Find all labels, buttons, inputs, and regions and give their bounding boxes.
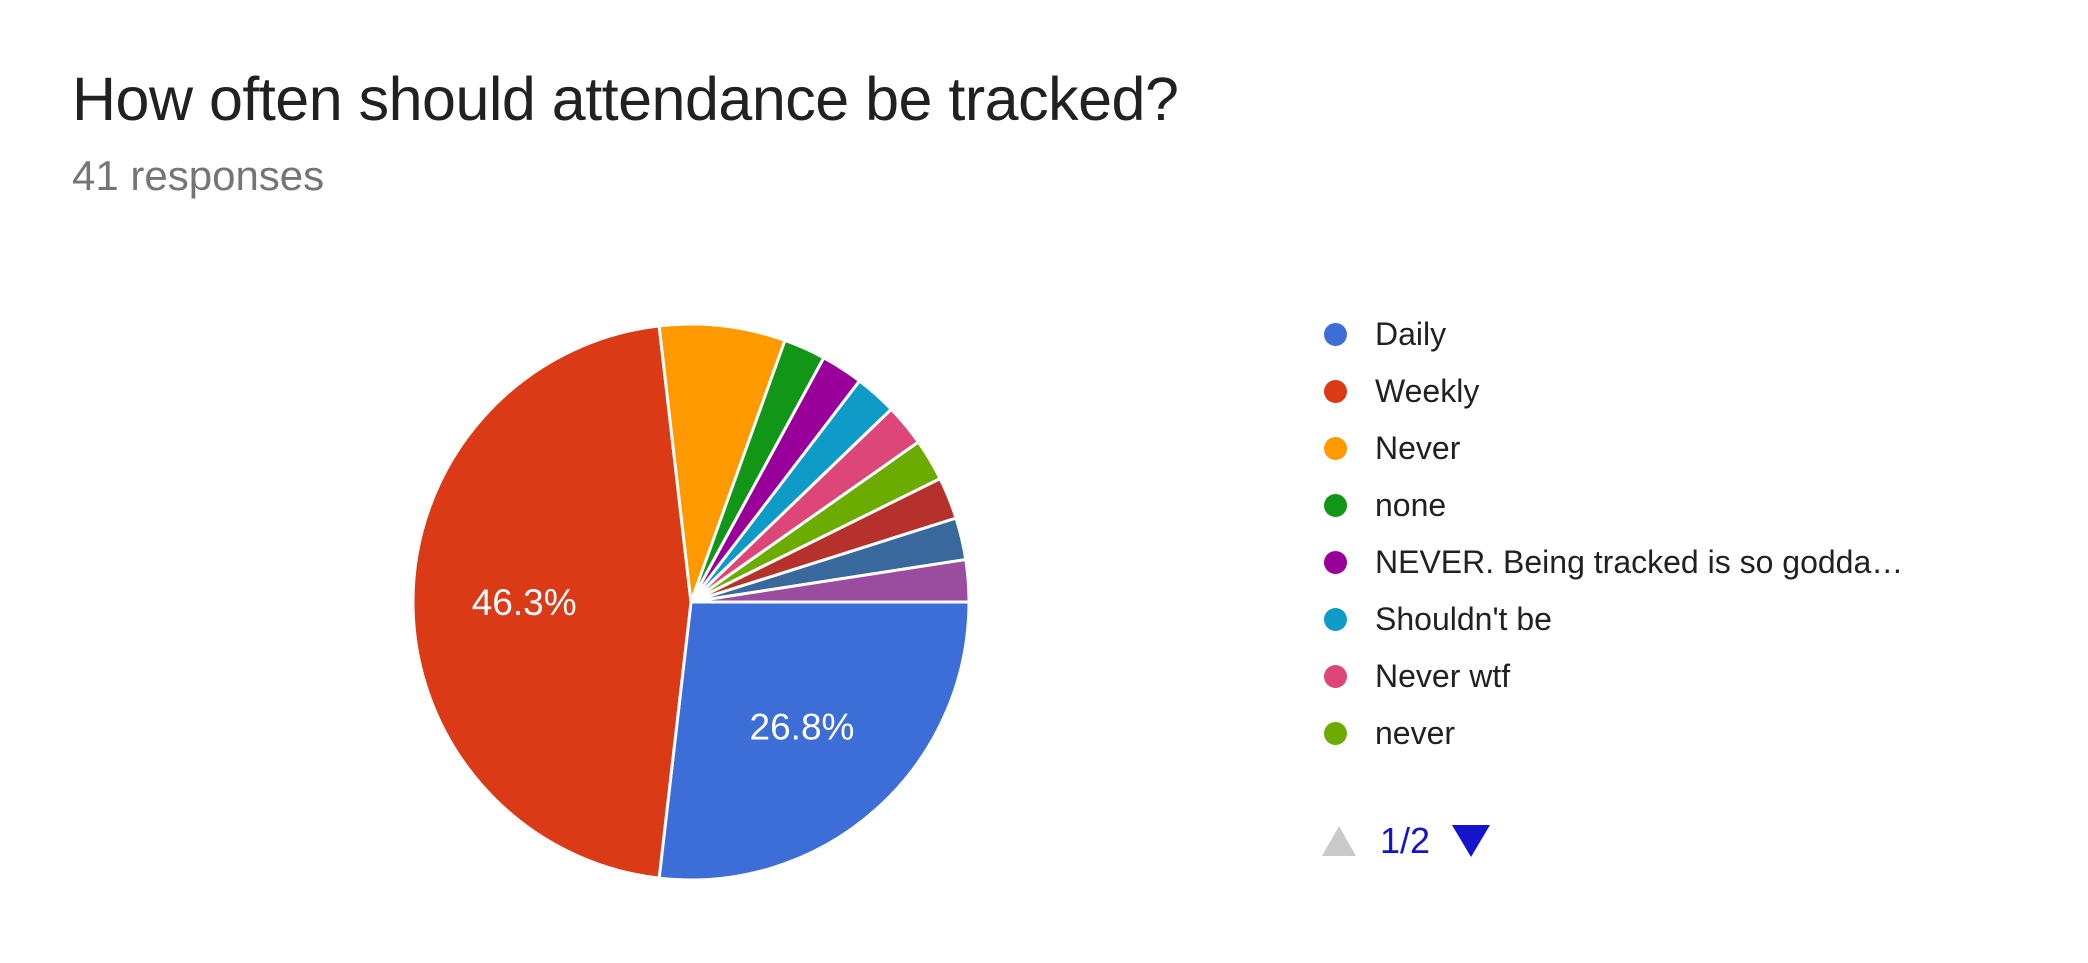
legend-item: Shouldn't be: [1324, 591, 1903, 648]
legend-swatch-icon: [1324, 551, 1347, 574]
legend-item-label: never: [1375, 715, 1456, 751]
pie-slice: [411, 324, 693, 880]
legend-swatch-icon: [1324, 665, 1347, 688]
chart-legend: Daily Weekly Never none NEVER. Being tracked…: [1324, 306, 1903, 762]
legend-item: Daily: [1324, 306, 1903, 363]
legend-swatch-icon: [1324, 437, 1347, 460]
response-count: 41 responses: [72, 152, 325, 199]
pie-chart-svg: 26.8% 46.3%: [411, 322, 971, 882]
legend-item: Never: [1324, 420, 1903, 477]
legend-page-up-icon[interactable]: [1322, 826, 1356, 856]
legend-item-label: Shouldn't be: [1375, 601, 1552, 637]
legend-swatch-icon: [1324, 722, 1347, 745]
chart-question-title: How often should attendance be tracked?: [72, 65, 1179, 133]
pie-chart: 26.8% 46.3%: [403, 314, 979, 890]
legend-item-label: Daily: [1375, 316, 1447, 352]
slice-percent-label: 46.3%: [472, 582, 577, 623]
legend-item-label: Weekly: [1375, 373, 1480, 409]
legend-page-down-icon[interactable]: [1452, 825, 1491, 857]
legend-swatch-icon: [1324, 494, 1347, 517]
legend-item-label: NEVER. Being tracked is so godda…: [1375, 544, 1904, 580]
legend-swatch-icon: [1324, 608, 1347, 631]
legend-pager: 1/2: [1322, 818, 1491, 864]
legend-item: never: [1324, 705, 1903, 762]
legend-item: Weekly: [1324, 363, 1903, 420]
legend-item-label: none: [1375, 487, 1447, 523]
legend-item-label: Never wtf: [1375, 658, 1511, 694]
slice-percent-label: 26.8%: [750, 707, 855, 748]
pie-slice: [657, 322, 787, 603]
legend-item: Never wtf: [1324, 648, 1903, 705]
legend-page-indicator: 1/2: [1380, 820, 1431, 861]
legend-swatch-icon: [1324, 380, 1347, 403]
pie-slice: [690, 557, 971, 604]
legend-swatch-icon: [1324, 323, 1347, 346]
legend-item: NEVER. Being tracked is so godda…: [1324, 534, 1903, 591]
legend-item: none: [1324, 477, 1903, 534]
pie-slice: [657, 600, 971, 882]
legend-item-label: Never: [1375, 430, 1461, 466]
